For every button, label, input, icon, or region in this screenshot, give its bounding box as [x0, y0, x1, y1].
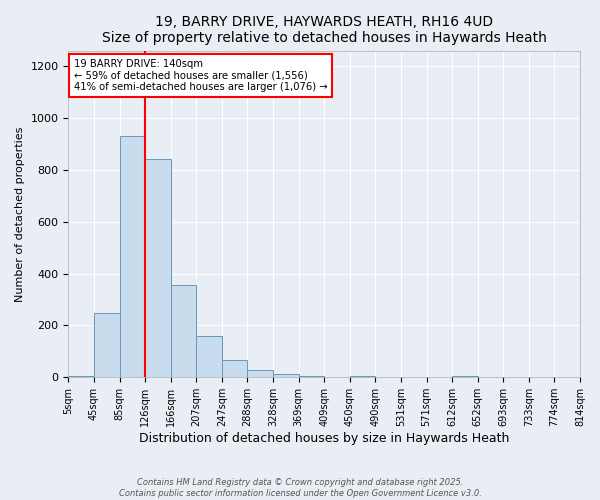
- Text: 19 BARRY DRIVE: 140sqm
← 59% of detached houses are smaller (1,556)
41% of semi-: 19 BARRY DRIVE: 140sqm ← 59% of detached…: [74, 58, 327, 92]
- Text: Contains HM Land Registry data © Crown copyright and database right 2025.
Contai: Contains HM Land Registry data © Crown c…: [119, 478, 481, 498]
- Bar: [171, 286, 196, 378]
- Bar: [350, 376, 376, 378]
- Bar: [247, 370, 273, 378]
- Bar: [94, 314, 119, 378]
- Bar: [273, 374, 299, 378]
- Y-axis label: Number of detached properties: Number of detached properties: [15, 126, 25, 302]
- Bar: [196, 336, 222, 378]
- Bar: [145, 160, 171, 378]
- Title: 19, BARRY DRIVE, HAYWARDS HEATH, RH16 4UD
Size of property relative to detached : 19, BARRY DRIVE, HAYWARDS HEATH, RH16 4U…: [102, 15, 547, 45]
- X-axis label: Distribution of detached houses by size in Haywards Heath: Distribution of detached houses by size …: [139, 432, 509, 445]
- Bar: [68, 376, 94, 378]
- Bar: [119, 136, 145, 378]
- Bar: [299, 376, 324, 378]
- Bar: [452, 376, 478, 378]
- Bar: [222, 360, 247, 378]
